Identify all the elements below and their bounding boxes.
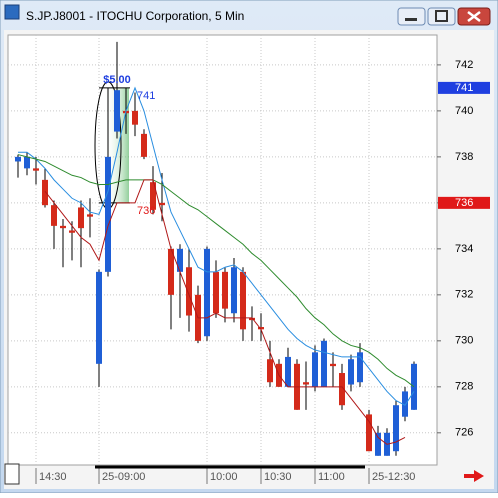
candle-body bbox=[105, 156, 111, 272]
candle-body bbox=[348, 359, 354, 385]
candle-body bbox=[51, 205, 57, 226]
y-tick-label: 740 bbox=[455, 105, 473, 117]
x-tick-label: 25-12:30 bbox=[372, 471, 415, 483]
annotation: $5.00 bbox=[103, 74, 131, 86]
candle-body bbox=[321, 340, 327, 387]
candle-body bbox=[285, 356, 291, 387]
candle-body bbox=[186, 267, 192, 316]
maximize-button[interactable] bbox=[427, 7, 456, 26]
app-icon bbox=[4, 4, 20, 20]
candle-body bbox=[222, 271, 228, 309]
candle-body bbox=[69, 230, 75, 233]
scroll-box[interactable] bbox=[4, 463, 20, 485]
candle-body bbox=[213, 271, 219, 314]
y-tick-label: 742 bbox=[455, 59, 473, 71]
price-label: 741 bbox=[137, 90, 155, 102]
candle-body bbox=[393, 405, 399, 452]
indicator-line bbox=[44, 179, 406, 445]
candle-body bbox=[114, 90, 120, 132]
y-tick-label: 726 bbox=[455, 427, 473, 439]
candle-body bbox=[240, 271, 246, 330]
candle-body bbox=[267, 359, 273, 383]
price-marker bbox=[438, 196, 490, 209]
candle-body bbox=[15, 156, 21, 162]
x-tick-label: 10:30 bbox=[264, 471, 292, 483]
candle-body bbox=[42, 179, 48, 206]
minimize-button[interactable] bbox=[397, 7, 426, 26]
scroll-arrow[interactable] bbox=[464, 470, 484, 482]
window-buttons[interactable] bbox=[397, 7, 491, 26]
y-tick-label: 730 bbox=[455, 335, 473, 347]
candle-body bbox=[339, 373, 345, 406]
candle-body bbox=[33, 168, 39, 171]
price-marker bbox=[438, 81, 490, 94]
indicator-line bbox=[18, 86, 415, 406]
x-tick-label: 25-09:00 bbox=[102, 471, 145, 483]
candle-body bbox=[231, 267, 237, 314]
price-marker-label: 736 bbox=[455, 197, 473, 209]
candle-body bbox=[330, 363, 336, 367]
candle-body bbox=[312, 352, 318, 387]
candle-body bbox=[402, 391, 408, 417]
plot-area bbox=[7, 34, 438, 466]
x-tick-label: 14:30 bbox=[39, 471, 67, 483]
plot: 726 728 730 732 734 736 738 740 742 14:30 25-09:00… bbox=[8, 35, 473, 484]
candle-body bbox=[375, 432, 381, 456]
candle-body bbox=[96, 271, 102, 364]
x-tick-label: 11:00 bbox=[318, 471, 345, 483]
candle-body bbox=[60, 225, 66, 229]
y-tick-label: 734 bbox=[455, 243, 473, 255]
candle-body bbox=[159, 202, 165, 206]
time-axis bbox=[8, 466, 437, 484]
candle-body bbox=[366, 414, 372, 452]
price-marker-label: 741 bbox=[455, 82, 473, 94]
minimize-icon bbox=[405, 18, 417, 21]
y-tick-label: 728 bbox=[455, 381, 473, 393]
candle-body bbox=[150, 182, 156, 210]
x-tick-label: 10:00 bbox=[210, 471, 238, 483]
candle-body bbox=[141, 133, 147, 157]
close-icon bbox=[467, 11, 481, 22]
candle-body bbox=[258, 327, 264, 330]
candle-body bbox=[87, 214, 93, 217]
candle-body bbox=[357, 352, 363, 383]
candle-body bbox=[78, 207, 84, 229]
indicator-line bbox=[17, 154, 415, 388]
y-tick-label: 732 bbox=[455, 289, 473, 301]
candle-body bbox=[204, 248, 210, 337]
window-title: S.JP.J8001 - ITOCHU Corporation, 5 Min bbox=[26, 9, 244, 23]
candle-body bbox=[303, 382, 309, 385]
y-tick-label: 738 bbox=[455, 151, 473, 163]
candle-body bbox=[132, 110, 138, 125]
price-label: 736 bbox=[137, 205, 155, 217]
candle-body bbox=[177, 248, 183, 272]
candle-body bbox=[249, 317, 255, 321]
maximize-icon bbox=[435, 10, 448, 22]
candle-body bbox=[168, 248, 174, 295]
candle-body bbox=[24, 156, 30, 169]
